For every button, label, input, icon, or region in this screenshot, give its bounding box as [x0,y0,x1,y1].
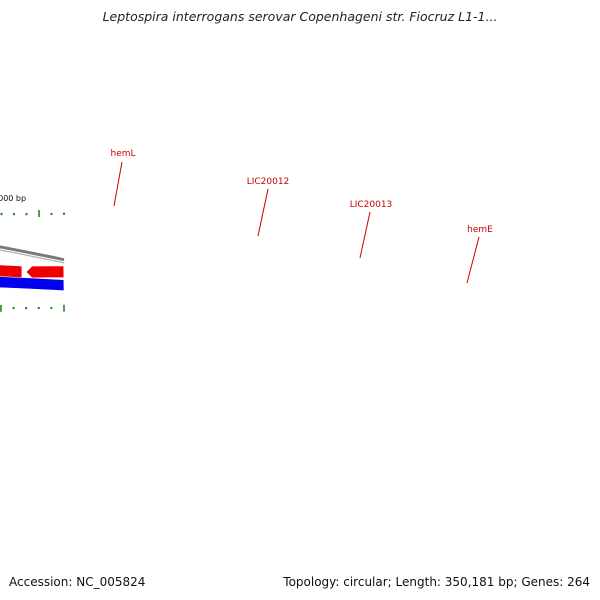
gene-label: hemE [467,225,493,235]
feature-track [0,264,65,292]
blue-feature-0 [0,276,65,292]
accession-label: Accession: NC_005824 [9,575,146,589]
gene-label: hemL [110,149,135,159]
genome-summary: Topology: circular; Length: 350,181 bp; … [283,575,590,589]
gene-leader-line [257,188,269,237]
inner-tick-marks [0,209,66,217]
bp-label-layer: 10000 bp10500 bp11000 bp11500 bp12000 bp… [0,194,26,203]
backbone-line [0,245,65,262]
red-feature-1 [0,264,23,279]
bp-tick-label: 10000 bp [0,194,26,203]
gene-label: LIC20013 [350,200,393,210]
red-feature-0 [25,265,65,279]
gene-label: LIC20012 [247,177,290,187]
backbone-ring [0,245,65,264]
gene-label-layer: hemL LIC20012 LIC20013 hemE [110,149,493,284]
gene-leader-line [113,161,123,207]
outer-tick-marks [0,304,65,312]
gene-leader-line [359,211,371,259]
map-title: Leptospira interrogans serovar Copenhage… [102,9,498,24]
gene-leader-line [466,236,480,284]
